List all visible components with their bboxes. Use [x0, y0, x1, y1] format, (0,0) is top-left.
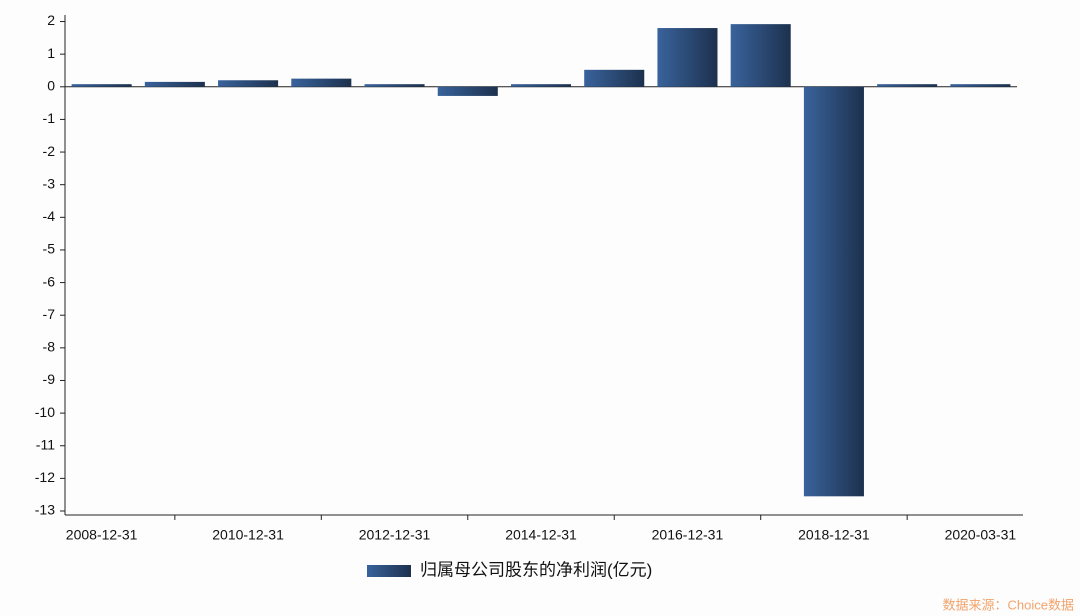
- y-tick-label: -8: [43, 339, 56, 355]
- y-tick-label: 0: [47, 77, 55, 93]
- y-tick-label: -11: [36, 436, 55, 452]
- x-tick-label: 2012-12-31: [359, 527, 431, 543]
- bar: [71, 84, 132, 87]
- legend-label: 归属母公司股东的净利润(亿元): [420, 560, 652, 579]
- bar: [950, 84, 1011, 87]
- y-tick-label: -5: [43, 241, 56, 257]
- y-tick-label: -9: [43, 371, 56, 387]
- y-tick-label: -13: [35, 502, 55, 518]
- y-tick-label: -1: [43, 110, 56, 126]
- x-tick-label: 2016-12-31: [652, 527, 724, 543]
- y-tick-label: -3: [43, 175, 56, 191]
- x-tick-label: 2008-12-31: [66, 527, 138, 543]
- bar: [803, 86, 864, 497]
- bar: [218, 80, 279, 87]
- y-tick-label: -7: [43, 306, 56, 322]
- y-tick-label: -4: [43, 208, 56, 224]
- bar: [877, 84, 938, 87]
- y-tick-label: -6: [43, 273, 56, 289]
- y-tick-label: -12: [35, 469, 55, 485]
- bar: [657, 28, 718, 87]
- y-tick-label: -10: [35, 404, 55, 420]
- bar: [364, 84, 425, 87]
- bar: [730, 24, 791, 87]
- y-tick-label: 2: [47, 12, 55, 28]
- legend-swatch: [367, 565, 411, 577]
- y-tick-label: 1: [47, 45, 55, 61]
- bar: [291, 78, 352, 87]
- bar: [144, 81, 205, 87]
- x-tick-label: 2014-12-31: [505, 527, 577, 543]
- source-note: 数据来源：Choice数据: [943, 597, 1074, 612]
- x-tick-label: 2020-03-31: [945, 527, 1017, 543]
- y-tick-label: -2: [43, 143, 56, 159]
- bar: [510, 84, 572, 87]
- bar: [437, 86, 498, 96]
- bar: [584, 69, 645, 87]
- x-tick-label: 2010-12-31: [212, 527, 284, 543]
- x-tick-label: 2018-12-31: [798, 527, 870, 543]
